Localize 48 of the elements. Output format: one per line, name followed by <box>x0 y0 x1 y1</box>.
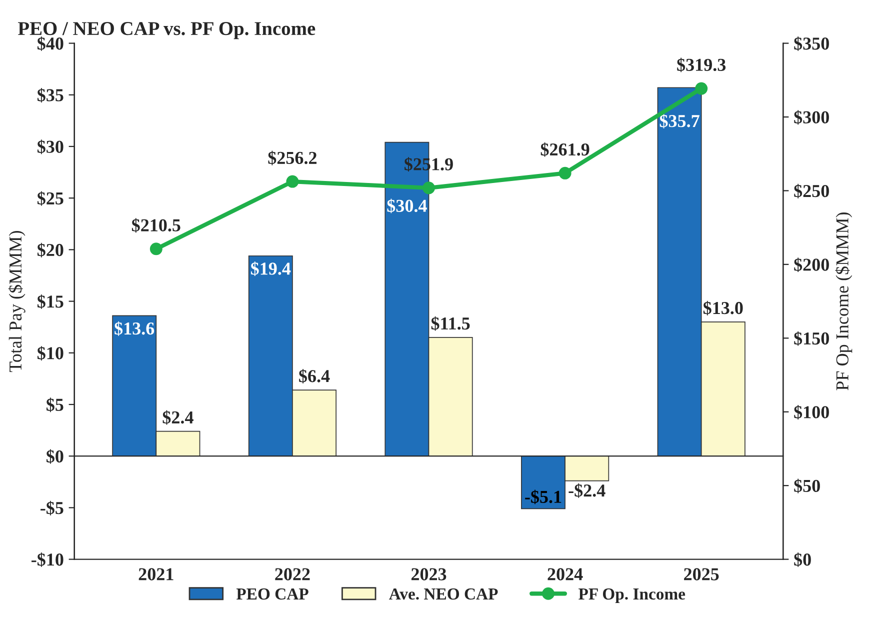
y2-tick-label: $50 <box>794 478 820 494</box>
data-label: $19.4 <box>250 262 291 276</box>
y2-tick-label: $200 <box>794 258 829 272</box>
data-label: $6.4 <box>299 368 330 384</box>
y-tick-label: $15 <box>38 294 64 309</box>
legend-label: PF Op. Income <box>578 588 686 603</box>
y2-tick-label: $0 <box>794 552 811 567</box>
y2-axis-title: PF Op Income ($MMM) <box>835 212 852 390</box>
y2-tick-label: $300 <box>794 110 829 125</box>
data-label: $319.3 <box>677 58 726 72</box>
point <box>422 182 435 194</box>
legend-label: Ave. NEO CAP <box>389 588 498 600</box>
point <box>558 166 572 180</box>
data-label: $13.0 <box>703 300 743 316</box>
data-label: $210.5 <box>132 218 180 233</box>
point <box>286 175 299 188</box>
y-tick-label: -$10 <box>32 552 64 567</box>
y-tick-label: $30 <box>38 140 64 154</box>
y-tick-label: $20 <box>38 242 64 258</box>
x-tick-label: 2021 <box>138 568 174 580</box>
x-tick-label: 2024 <box>548 568 583 580</box>
y2-tick-label: $350 <box>794 36 829 51</box>
x-tick-label: 2023 <box>411 568 446 580</box>
data-label: -$2.4 <box>568 483 606 498</box>
data-label: $13.6 <box>114 321 154 336</box>
x-tick-label: 2022 <box>275 568 310 580</box>
y-tick-label: $35 <box>38 88 64 103</box>
y-tick-label: $25 <box>38 191 64 206</box>
data-label: $261.9 <box>540 142 590 157</box>
data-label: $35.7 <box>660 114 700 128</box>
y2-tick-label: $100 <box>794 405 829 420</box>
y-tick-label: $10 <box>38 346 64 361</box>
point <box>695 82 708 95</box>
point <box>150 242 162 256</box>
y2-tick-label: $150 <box>794 331 829 346</box>
data-label: $30.4 <box>387 198 427 214</box>
y-tick-label: $0 <box>46 449 64 464</box>
y-axis-title: Total Pay ($MMM) <box>8 230 26 372</box>
data-label: $2.4 <box>162 410 194 425</box>
data-label: -$5.1 <box>525 490 562 504</box>
data-label: $251.9 <box>404 157 453 172</box>
data-label: $11.5 <box>431 316 470 331</box>
y-tick-label: $5 <box>46 398 64 412</box>
legend-label: PEO CAP <box>236 588 308 600</box>
data-label: $256.2 <box>268 150 316 166</box>
x-tick-label: 2025 <box>684 568 719 580</box>
y2-tick-label: $250 <box>794 184 829 198</box>
y-tick-label: -$5 <box>40 500 64 516</box>
